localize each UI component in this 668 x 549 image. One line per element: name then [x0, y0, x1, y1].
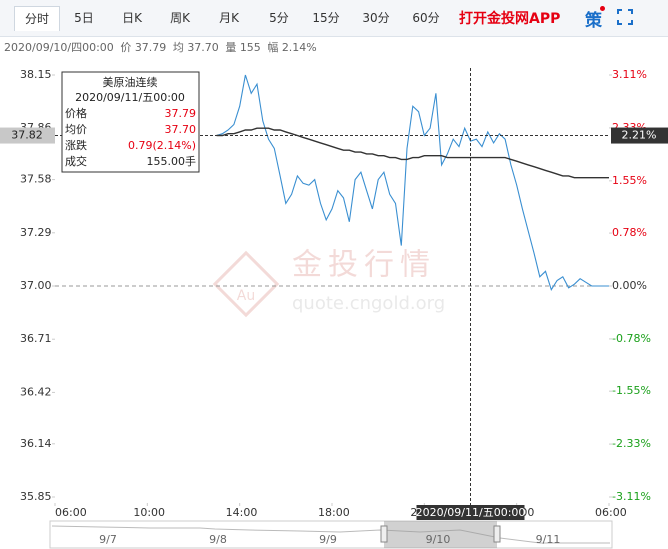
- y-tick-label: 35.85: [20, 490, 52, 503]
- y-tick-label: 36.14: [20, 437, 52, 450]
- crosshair-pct-box: [611, 127, 668, 144]
- info-amp-label: 幅: [267, 41, 278, 54]
- y2-tick-label: -3.11%: [612, 490, 651, 503]
- navigator-handle[interactable]: [493, 525, 501, 543]
- y-tick-label: 36.42: [20, 385, 52, 398]
- tab[interactable]: 15分: [312, 11, 340, 25]
- watermark-logo-frame: [212, 250, 280, 318]
- navigator-date: 9/11: [536, 533, 561, 546]
- tab[interactable]: 日K: [122, 11, 142, 25]
- navigator-date: 9/7: [99, 533, 117, 546]
- tooltip-value: 0.79(2.14%): [128, 139, 196, 152]
- y-tick-label: 36.71: [20, 332, 52, 345]
- y2-tick-label: 3.11%: [612, 68, 647, 81]
- navigator-window[interactable]: [384, 521, 497, 548]
- tooltip-label: 成交: [65, 154, 87, 168]
- tooltip-title: 美原油连续: [103, 75, 158, 89]
- x-tick-label: 14:00: [226, 506, 258, 519]
- fullscreen-glyph: [617, 9, 633, 25]
- navigator-date: 9/8: [209, 533, 227, 546]
- strategy-icon[interactable]: 策: [585, 11, 602, 31]
- info-avg: 37.70: [187, 41, 219, 54]
- tab[interactable]: 5分: [269, 11, 289, 25]
- tooltip-value: 37.70: [165, 123, 197, 136]
- info-price: 37.79: [135, 41, 167, 54]
- info-vol-label: 量: [225, 41, 236, 54]
- tab[interactable]: 60分: [412, 11, 440, 25]
- y2-tick-label: 0.00%: [612, 279, 647, 292]
- navigator-frame: [49, 520, 613, 549]
- tooltip-label: 价格: [65, 106, 87, 120]
- y-tick-label: 37.29: [20, 226, 52, 239]
- tooltip-time: 2020/09/11/五00:00: [75, 91, 185, 104]
- watermark-logo: Au: [237, 288, 255, 304]
- tab[interactable]: 分时: [14, 6, 60, 31]
- y2-tick-label: 1.55%: [612, 174, 647, 187]
- info-avg-label: 均: [173, 41, 184, 54]
- notify-dot: [600, 6, 605, 11]
- fullscreen-icon[interactable]: [617, 9, 633, 25]
- crosshair-time-box: [416, 505, 525, 520]
- navigator-date: 9/9: [319, 533, 337, 546]
- info-time: 2020/09/10/四00:00: [4, 41, 114, 54]
- crosshair-price: 37.82: [11, 129, 43, 142]
- y2-tick-label: -0.78%: [612, 332, 651, 345]
- y2-tick-label: 0.78%: [612, 226, 647, 239]
- info-amp: 2.14%: [282, 41, 317, 54]
- app-link[interactable]: 打开金投网APP: [459, 11, 561, 27]
- watermark-brand: 金投行情: [292, 248, 436, 283]
- watermark-url: quote.cngold.org: [292, 293, 445, 314]
- crosshair-time: 2020/09/11/五00:00: [416, 506, 526, 519]
- watermark: Au 金投行情 quote.cngold.org: [212, 248, 445, 318]
- navigator: 9/7 9/8 9/9 9/10 9/11: [49, 520, 613, 549]
- x-tick-label: 10:00: [133, 506, 165, 519]
- info-line: 2020/09/10/四00:00 价 37.79 均 37.70 量 155 …: [4, 41, 317, 54]
- y-tick-label: 38.15: [20, 68, 52, 81]
- x-tick-label: 06:00: [55, 506, 87, 519]
- tab[interactable]: 30分: [362, 11, 390, 25]
- info-vol: 155: [240, 41, 261, 54]
- tooltip-box: [61, 71, 200, 173]
- crosshair-pct: 2.21%: [622, 129, 657, 142]
- y2-tick-label: -1.55%: [612, 384, 651, 397]
- crosshair-price-box: [0, 127, 55, 144]
- x-tick-label: 18:00: [318, 506, 350, 519]
- price-line: [216, 127, 609, 179]
- tooltip-value: 155.00手: [147, 154, 197, 168]
- tab-bar: 打开金投网APP 策 分时 5日 日K 周K 月K 5分 15分 30分 60分: [0, 0, 668, 37]
- navigator-date: 9/10: [426, 533, 451, 546]
- y-tick-label: 37.58: [20, 173, 52, 186]
- y-tick-label: 37.00: [20, 279, 52, 292]
- navigator-handle[interactable]: [380, 525, 388, 543]
- x-tick-label: 06:00: [595, 506, 627, 519]
- tab[interactable]: 月K: [219, 11, 239, 25]
- y2-tick-label: -2.33%: [612, 437, 651, 450]
- price-line: [216, 74, 609, 291]
- info-price-label: 价: [120, 41, 131, 54]
- tooltip-label: 涨跌: [65, 138, 87, 152]
- tab[interactable]: 5日: [74, 11, 94, 25]
- navigator-line: [51, 525, 610, 544]
- tab[interactable]: 周K: [170, 11, 190, 25]
- tooltip-value: 37.79: [165, 107, 197, 120]
- tooltip-label: 均价: [65, 123, 87, 136]
